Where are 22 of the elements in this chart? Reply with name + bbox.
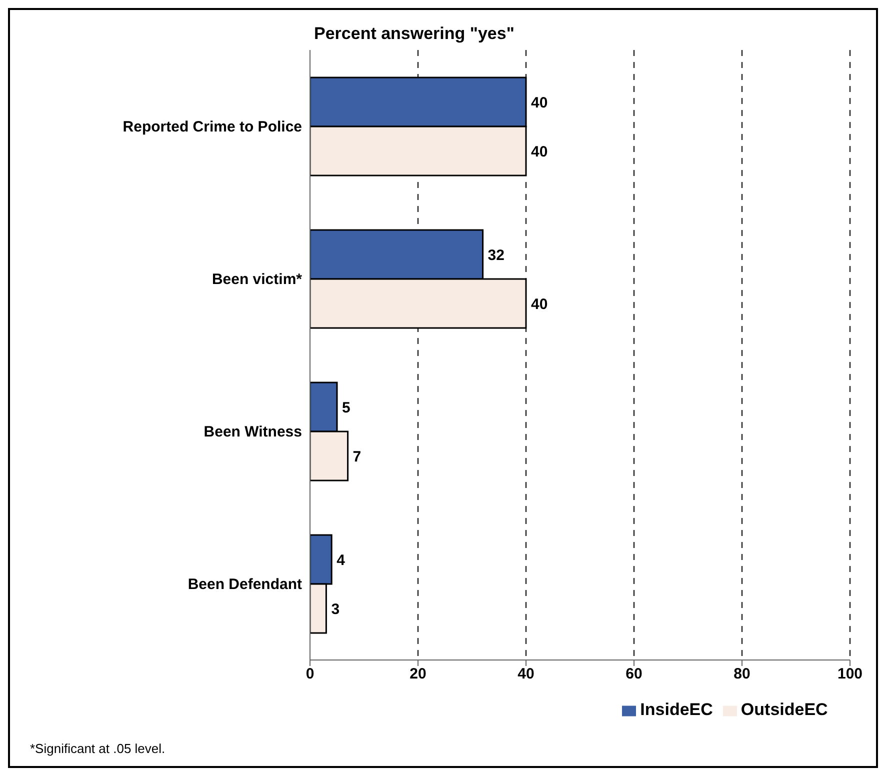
x-tick-label: 40 — [518, 666, 534, 683]
y-tick-label: Been Witness — [204, 424, 302, 441]
y-tick-label: Been Defendant — [188, 576, 302, 594]
legend-label: OutsideEC — [740, 700, 828, 719]
data-label: 40 — [531, 296, 548, 313]
data-label: 7 — [352, 448, 362, 466]
x-tick-label: 100 — [837, 666, 863, 683]
data-label: 4 — [336, 552, 346, 569]
data-label: 40 — [531, 94, 548, 112]
data-label: 40 — [531, 143, 548, 160]
x-tick-label: 20 — [410, 666, 426, 683]
x-tick-label: 80 — [734, 666, 750, 683]
chart-title: Percent answering "yes" — [314, 24, 514, 44]
x-tick-label: 0 — [306, 666, 314, 683]
text: *Significant at .05 level. — [30, 741, 166, 756]
data-label: 3 — [331, 600, 340, 618]
x-tick-label: 60 — [626, 666, 642, 683]
data-label: 5 — [342, 399, 350, 416]
y-tick-label: Been victim* — [212, 271, 302, 288]
data-label: 32 — [488, 246, 504, 264]
legend-label: InsideEC — [640, 700, 713, 719]
y-tick-label: Reported Crime to Police — [122, 118, 302, 136]
